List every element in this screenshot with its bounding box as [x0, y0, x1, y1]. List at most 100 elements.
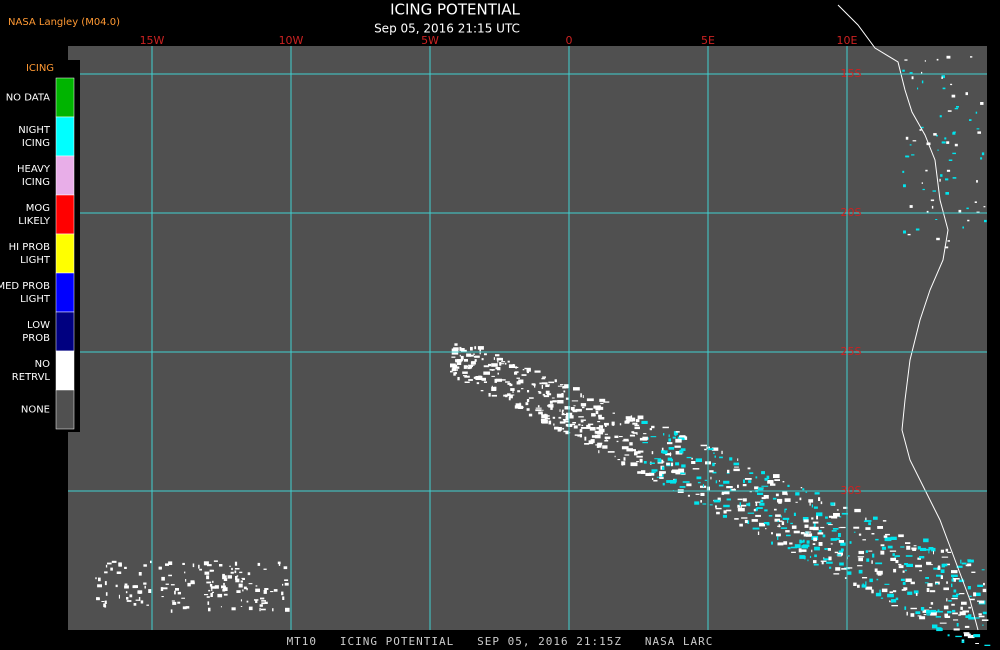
cloud-pixel [284, 582, 289, 586]
cloud-pixel [812, 526, 819, 531]
cloud-pixel [483, 365, 489, 368]
cloud-pixel [947, 110, 952, 112]
cloud-pixel [913, 590, 919, 594]
cloud-pixel [958, 209, 962, 213]
longitude-label: 10W [279, 34, 304, 47]
cloud-pixel [952, 131, 956, 133]
cloud-pixel [192, 563, 195, 568]
cloud-pixel [261, 600, 266, 602]
cloud-pixel [952, 594, 959, 598]
cloud-pixel [185, 579, 187, 582]
cloud-pixel [138, 597, 141, 601]
cloud-pixel [619, 423, 622, 426]
cloud-pixel [964, 633, 971, 637]
cloud-pixel [817, 532, 824, 535]
cloud-pixel [95, 577, 97, 580]
cloud-pixel [98, 577, 101, 582]
cloud-pixel [517, 390, 521, 393]
cloud-pixel [220, 606, 222, 608]
cloud-pixel [663, 433, 665, 436]
cloud-pixel [879, 589, 881, 594]
cloud-pixel [898, 563, 902, 566]
cloud-pixel [774, 479, 780, 481]
cloud-pixel [805, 531, 809, 535]
cloud-pixel [580, 393, 582, 398]
cloud-pixel [764, 509, 768, 512]
cloud-pixel [481, 377, 486, 381]
cloud-pixel [902, 170, 905, 173]
latitude-label: 15S [841, 67, 862, 80]
cloud-pixel [144, 585, 146, 589]
cloud-pixel [930, 199, 935, 202]
cloud-pixel [926, 614, 931, 616]
cloud-pixel [503, 394, 506, 397]
cloud-pixel [814, 546, 820, 551]
cloud-pixel [782, 481, 785, 483]
cloud-pixel [499, 362, 502, 366]
cloud-pixel [892, 553, 895, 557]
cloud-pixel [921, 80, 924, 84]
cloud-pixel [800, 532, 805, 535]
cloud-pixel [659, 472, 663, 477]
cloud-pixel [884, 583, 890, 585]
cloud-pixel [484, 353, 487, 356]
cloud-pixel [700, 444, 707, 447]
cloud-pixel [775, 514, 781, 517]
cloud-pixel [175, 588, 179, 591]
cloud-pixel [831, 515, 838, 519]
cloud-pixel [763, 522, 769, 524]
cloud-pixel [476, 382, 480, 385]
cloud-pixel [820, 526, 825, 529]
cloud-pixel [526, 370, 529, 374]
cloud-pixel [752, 527, 760, 530]
cloud-pixel [521, 388, 524, 390]
cloud-pixel [677, 436, 685, 441]
cloud-pixel [937, 565, 941, 569]
cloud-pixel [977, 131, 981, 134]
cloud-pixel [208, 589, 211, 592]
cloud-pixel [755, 509, 758, 512]
cloud-pixel [787, 484, 790, 487]
cloud-pixel [747, 512, 755, 514]
cloud-pixel [659, 477, 664, 479]
cloud-pixel [782, 517, 790, 520]
cloud-pixel [182, 562, 185, 565]
cloud-pixel [865, 586, 873, 590]
longitude-label: 10E [837, 34, 858, 47]
cloud-pixel [848, 555, 850, 557]
cloud-pixel [584, 436, 587, 441]
cloud-pixel [642, 442, 648, 444]
subtitle: Sep 05, 2016 21:15 UTC [374, 22, 520, 36]
cloud-pixel [963, 632, 970, 634]
cloud-pixel [468, 365, 473, 367]
cloud-pixel [505, 394, 508, 398]
cloud-pixel [137, 591, 140, 594]
longitude-label: 5W [421, 34, 439, 47]
cloud-pixel [977, 584, 984, 587]
cloud-pixel [489, 369, 495, 371]
cloud-pixel [160, 587, 164, 591]
cloud-pixel [107, 562, 112, 565]
cloud-pixel [772, 497, 777, 500]
cloud-pixel [841, 512, 848, 515]
cloud-pixel [598, 414, 602, 418]
cloud-pixel [903, 587, 908, 591]
cloud-pixel [921, 71, 923, 75]
cloud-pixel [625, 419, 630, 424]
cloud-pixel [697, 481, 701, 484]
cloud-pixel [789, 542, 793, 545]
cloud-pixel [857, 556, 865, 558]
cloud-pixel [209, 569, 213, 572]
cloud-pixel [481, 358, 484, 361]
cloud-pixel [521, 374, 527, 376]
cloud-pixel [255, 585, 258, 587]
cloud-pixel [941, 556, 949, 558]
cloud-pixel [565, 397, 569, 400]
cloud-pixel [586, 398, 594, 402]
cloud-pixel [471, 361, 476, 363]
cloud-pixel [833, 573, 840, 575]
cloud-pixel [207, 564, 212, 567]
cloud-pixel [451, 352, 459, 355]
cloud-pixel [825, 516, 828, 519]
cloud-pixel [917, 546, 921, 550]
